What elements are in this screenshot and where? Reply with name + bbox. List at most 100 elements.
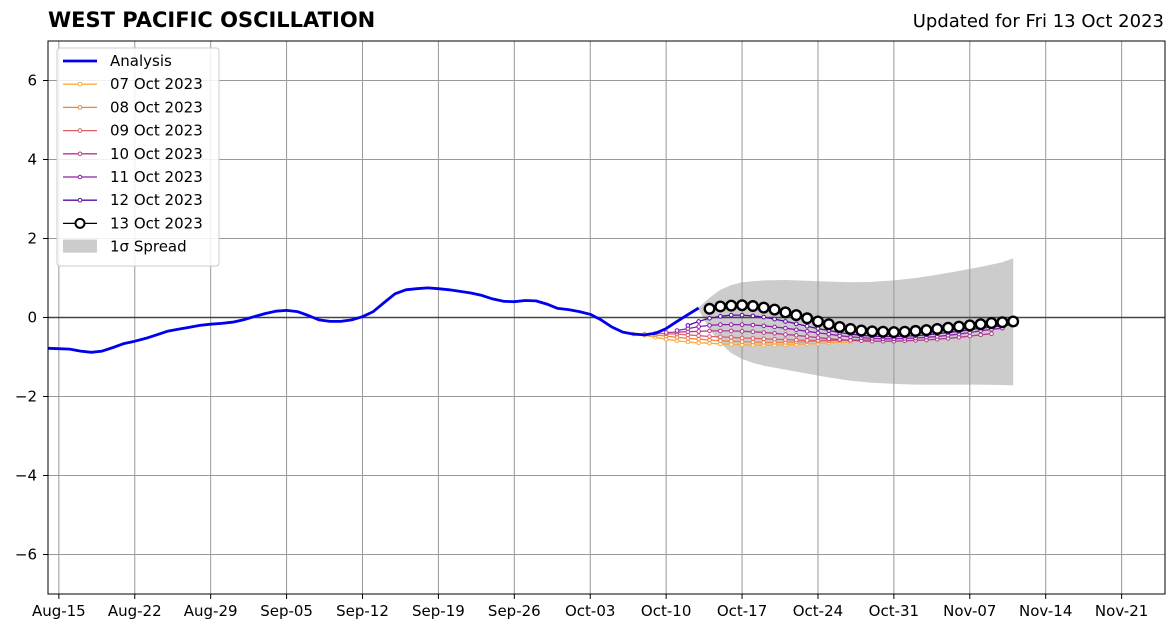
- legend-label: 13 Oct 2023: [110, 214, 203, 232]
- x-tick-label: Sep-05: [260, 602, 313, 620]
- forecast-marker: [714, 300, 727, 313]
- forecast-marker: [707, 328, 712, 334]
- forecast-marker: [866, 325, 879, 338]
- forecast-marker: [757, 301, 770, 314]
- forecast-marker: [989, 331, 994, 336]
- forecast-marker: [739, 335, 745, 341]
- x-tick-label: Nov-21: [1095, 602, 1148, 620]
- x-tick-label: Nov-07: [943, 602, 996, 620]
- forecast-marker: [739, 312, 745, 318]
- forecast-marker: [750, 329, 756, 335]
- forecast-marker: [663, 330, 669, 335]
- forecast-marker: [728, 334, 734, 340]
- forecast-marker: [783, 325, 788, 331]
- forecast-marker: [728, 312, 734, 318]
- forecast-marker: [772, 316, 777, 322]
- legend-marker: [77, 197, 83, 203]
- forecast-marker: [696, 324, 701, 329]
- spread-band: [698, 258, 1014, 386]
- forecast-marker: [761, 323, 767, 329]
- forecast-marker: [718, 334, 723, 340]
- forecast-marker: [718, 314, 723, 319]
- legend-marker: [77, 105, 83, 110]
- legend-label: 1σ Spread: [110, 238, 187, 256]
- spread-layer: [698, 258, 1014, 386]
- forecast-marker: [674, 328, 680, 333]
- forecast-marker: [952, 320, 965, 333]
- x-tick-label: Oct-17: [717, 602, 767, 620]
- forecast-marker: [855, 324, 868, 337]
- forecast-marker: [772, 336, 777, 342]
- forecast-marker: [985, 317, 998, 330]
- forecast-marker: [877, 325, 890, 338]
- y-tick-label: −6: [15, 546, 37, 564]
- legend-marker: [74, 217, 86, 229]
- forecast-marker: [909, 324, 922, 337]
- x-tick-label: Aug-29: [184, 602, 238, 620]
- grid-layer: [48, 41, 1165, 594]
- forecast-marker: [696, 319, 701, 324]
- forecast-marker: [750, 313, 756, 319]
- forecast-marker: [685, 323, 691, 328]
- legend-swatch: [63, 239, 97, 253]
- x-tick-label: Sep-19: [412, 602, 465, 620]
- legend-marker: [77, 151, 83, 157]
- forecast-marker: [750, 336, 756, 341]
- legend-label: 09 Oct 2023: [110, 122, 203, 140]
- forecast-marker: [739, 329, 745, 334]
- forecast-marker: [783, 332, 788, 337]
- forecast-marker: [718, 322, 723, 327]
- legend-marker: [77, 128, 83, 133]
- forecast-marker: [833, 320, 846, 333]
- forecast-marker: [703, 302, 716, 315]
- forecast-marker: [920, 324, 933, 337]
- forecast-marker: [707, 315, 712, 321]
- x-tick-label: Sep-12: [336, 602, 389, 620]
- x-tick-label: Oct-31: [869, 602, 919, 620]
- legend-label: 07 Oct 2023: [110, 75, 203, 93]
- forecast-marker: [804, 338, 810, 343]
- legend-box: [56, 47, 220, 267]
- forecast-marker: [707, 323, 712, 328]
- chart-title: WEST PACIFIC OSCILLATION: [48, 8, 376, 32]
- x-tick-label: Aug-22: [108, 602, 162, 620]
- forecast-marker: [718, 328, 723, 334]
- legend-marker: [77, 81, 83, 87]
- y-tick-label: 4: [27, 151, 37, 169]
- forecast-marker: [728, 338, 734, 344]
- forecast-marker: [768, 303, 781, 316]
- forecast-marker: [804, 334, 810, 339]
- x-tick-label: Oct-03: [565, 602, 615, 620]
- forecast-marker: [790, 309, 803, 322]
- forecast-marker: [779, 306, 792, 319]
- legend-label: 11 Oct 2023: [110, 168, 203, 186]
- forecast-marker: [728, 322, 734, 327]
- forecast-marker: [783, 337, 788, 342]
- forecast-marker: [793, 332, 799, 338]
- updated-label: Updated for Fri 13 Oct 2023: [912, 11, 1164, 32]
- forecast-marker: [793, 321, 799, 327]
- forecast-marker: [739, 322, 745, 327]
- forecast-marker: [736, 299, 749, 312]
- y-tick-label: −4: [15, 467, 37, 485]
- forecast-marker: [761, 336, 767, 342]
- legend: Analysis 07 Oct 2023 08 Oct 2023 09 Oct 202…: [56, 47, 220, 267]
- forecast-marker: [783, 319, 788, 324]
- forecast-marker: [942, 321, 955, 334]
- forecast-marker: [801, 312, 814, 325]
- forecast-marker: [826, 336, 832, 342]
- forecast-marker: [931, 322, 944, 335]
- legend-label: 10 Oct 2023: [110, 145, 203, 163]
- forecast-marker: [887, 326, 900, 339]
- x-tick-label: Sep-26: [488, 602, 541, 620]
- forecast-marker: [750, 322, 756, 328]
- forecast-marker: [804, 323, 810, 329]
- analysis-line: [47, 286, 700, 354]
- legend-label: Analysis: [110, 52, 172, 70]
- forecast-marker: [815, 335, 821, 340]
- forecast-marker: [815, 330, 821, 336]
- forecast-marker: [974, 318, 987, 331]
- forecast-marker: [746, 300, 759, 313]
- forecast-marker: [793, 337, 799, 343]
